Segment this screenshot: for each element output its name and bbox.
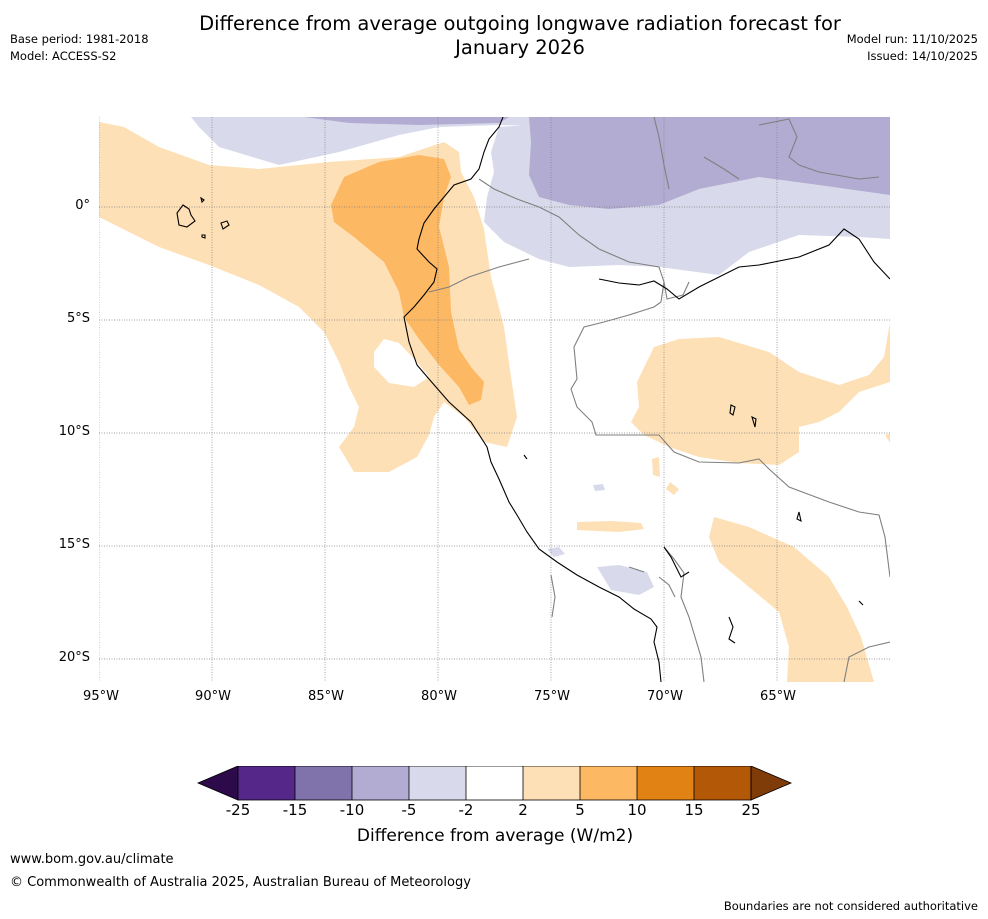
lat-label-15s: 15°S xyxy=(58,537,90,552)
model-name: Model: ACCESS-S2 xyxy=(10,49,117,63)
colorbar xyxy=(196,765,794,802)
meta-left: Base period: 1981-2018 Model: ACCESS-S2 xyxy=(10,31,149,65)
lat-label-10s: 10°S xyxy=(58,424,90,439)
lon-label-95w: 95°W xyxy=(83,689,119,704)
cbar-bin-2 xyxy=(295,766,352,800)
pos-blob-3 xyxy=(652,457,660,477)
cbar-tick-15: 15 xyxy=(684,801,704,819)
cbar-tick-2: 2 xyxy=(518,801,528,819)
lon-label-80w: 80°W xyxy=(421,689,457,704)
cbar-tick-neg10: -10 xyxy=(339,801,365,819)
anomaly-map xyxy=(99,117,890,682)
meta-right: Model run: 11/10/2025 Issued: 14/10/2025 xyxy=(847,31,978,65)
cbar-tick-neg5: -5 xyxy=(401,801,417,819)
pos-blob-2 xyxy=(666,482,679,495)
chart-title: Difference from average outgoing longwav… xyxy=(150,12,890,60)
graticule xyxy=(99,117,890,682)
footer-note: Boundaries are not considered authoritat… xyxy=(723,899,978,913)
cbar-bin-7 xyxy=(580,766,637,800)
cbar-tick-neg2: -2 xyxy=(458,801,474,819)
country-borders xyxy=(428,117,890,682)
model-run: Model run: 11/10/2025 xyxy=(846,32,978,46)
neg-blob-2 xyxy=(547,547,565,557)
cbar-tick-neg15: -15 xyxy=(282,801,308,819)
title-line-1: Difference from average outgoing longwav… xyxy=(199,12,841,35)
cbar-bin-3 xyxy=(352,766,409,800)
cbar-extend-low xyxy=(196,765,239,801)
lon-label-90w: 90°W xyxy=(195,689,231,704)
pos-blob-1 xyxy=(577,521,644,532)
map-svg xyxy=(99,117,890,682)
lat-label-0: 0° xyxy=(75,198,90,213)
title-line-2: January 2026 xyxy=(455,36,585,59)
neg-region-top-strip xyxy=(304,117,509,125)
lon-label-70w: 70°W xyxy=(647,689,683,704)
footer-url[interactable]: www.bom.gov.au/climate xyxy=(10,852,174,867)
lon-label-75w: 75°W xyxy=(534,689,570,704)
lat-label-20s: 20°S xyxy=(58,650,90,665)
pos-core xyxy=(331,155,484,405)
cbar-bin-1 xyxy=(238,766,295,800)
colorbar-svg xyxy=(196,765,793,801)
cbar-tick-5: 5 xyxy=(575,801,585,819)
neg-region-core xyxy=(529,117,890,209)
pos-region-pacific xyxy=(99,122,517,472)
lon-label-65w: 65°W xyxy=(760,689,796,704)
cbar-tick-10: 10 xyxy=(627,801,647,819)
cbar-bin-5 xyxy=(466,766,523,800)
coastline xyxy=(176,117,890,682)
pos-hole xyxy=(374,339,429,387)
cbar-extend-high xyxy=(750,765,793,801)
lon-label-85w: 85°W xyxy=(308,689,344,704)
cbar-bin-6 xyxy=(523,766,580,800)
cbar-bin-9 xyxy=(694,766,751,800)
footer-copyright: © Commonwealth of Australia 2025, Austra… xyxy=(10,875,471,890)
cbar-bin-8 xyxy=(637,766,694,800)
colorbar-label: Difference from average (W/m2) xyxy=(356,826,634,846)
pos-region-south xyxy=(709,517,874,682)
base-period: Base period: 1981-2018 xyxy=(10,32,149,46)
neg-blob-3 xyxy=(593,484,605,491)
issued-date: Issued: 14/10/2025 xyxy=(867,49,978,63)
pos-blob-4 xyxy=(885,433,890,443)
cbar-bin-4 xyxy=(409,766,466,800)
lat-label-5s: 5°S xyxy=(66,311,90,326)
pos-region-bolivia xyxy=(631,322,890,465)
neg-blob-1 xyxy=(597,565,654,595)
cbar-tick-neg25: -25 xyxy=(225,801,251,819)
cbar-tick-25: 25 xyxy=(741,801,761,819)
